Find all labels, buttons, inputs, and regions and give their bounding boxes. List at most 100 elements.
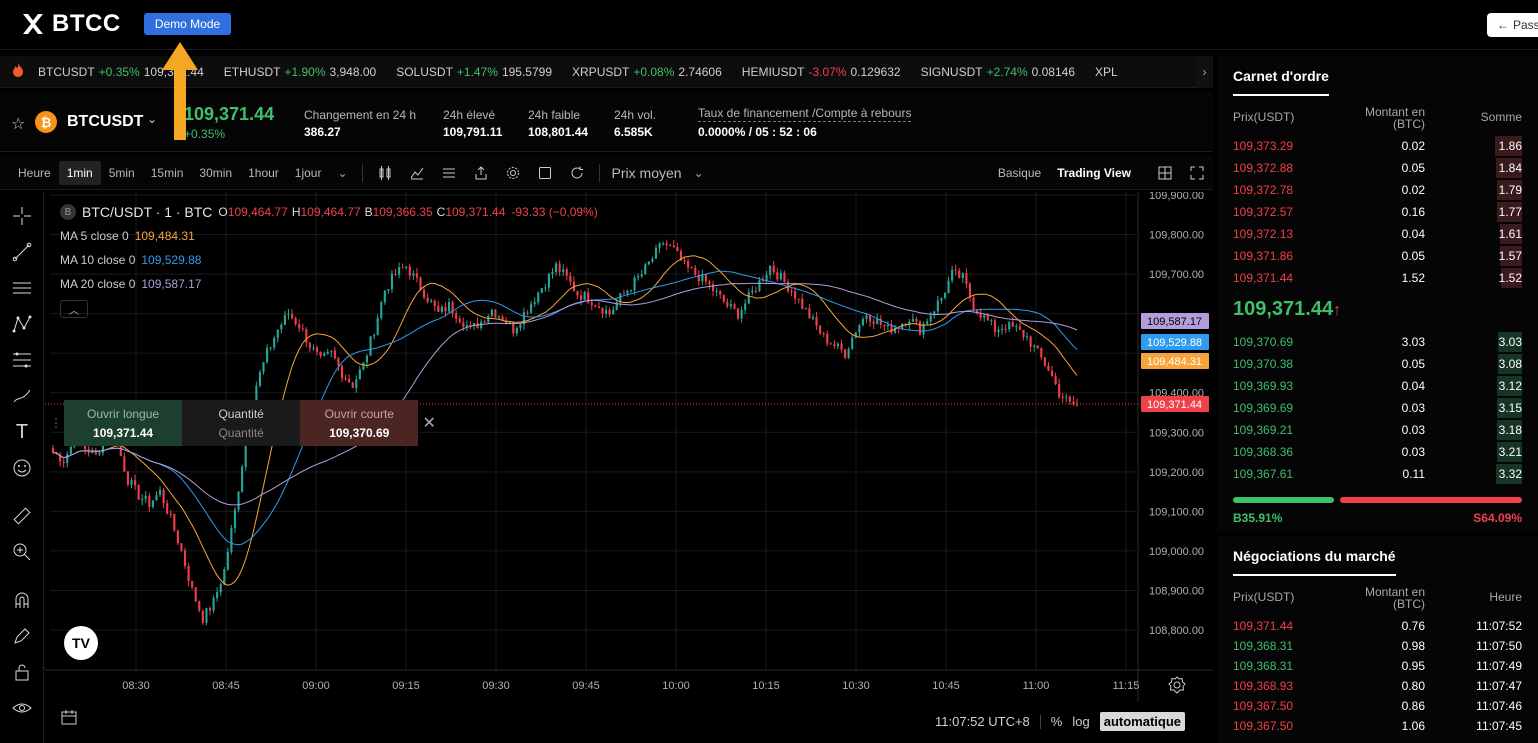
- fib-icon[interactable]: [10, 348, 34, 372]
- ruler-icon[interactable]: [10, 504, 34, 528]
- open-long-button[interactable]: Ouvrir longue 109,371.44: [64, 400, 183, 446]
- share-icon[interactable]: [465, 165, 497, 180]
- pencil-lock-icon[interactable]: [10, 624, 34, 648]
- market-trades-title[interactable]: Négociations du marché: [1233, 548, 1396, 576]
- pattern-icon[interactable]: [10, 312, 34, 336]
- order-book-row[interactable]: 109,372.13 0.04 1.61: [1217, 223, 1538, 245]
- pair-symbol[interactable]: BTCUSDT: [67, 113, 144, 130]
- candle: [943, 292, 947, 298]
- price-chart[interactable]: 109,900.00 109,800.00 109,700.00 109,400.00…: [45, 190, 1213, 743]
- refresh-icon[interactable]: [561, 166, 593, 180]
- order-book-row[interactable]: 109,368.36 0.03 3.21: [1217, 441, 1538, 463]
- trade-row[interactable]: 109,367.50 1.06 11:07:45: [1217, 715, 1538, 737]
- order-book-row[interactable]: 109,371.86 0.05 1.57: [1217, 245, 1538, 267]
- collapse-legend-button[interactable]: ︿: [60, 300, 88, 318]
- ticker-item[interactable]: XPL: [1095, 65, 1146, 79]
- order-book-row[interactable]: 109,367.61 0.11 3.32: [1217, 463, 1538, 485]
- view-basic-tab[interactable]: Basique: [997, 165, 1042, 180]
- crosshair-icon[interactable]: [10, 204, 34, 228]
- ticker-change: +0.35%: [98, 64, 140, 79]
- order-book-row[interactable]: 109,372.78 0.02 1.79: [1217, 179, 1538, 201]
- chevron-down-icon[interactable]: ⌄: [693, 165, 704, 180]
- ticker-item[interactable]: HEMIUSDT -3.07% 0.129632: [742, 65, 921, 79]
- timeframe-1jour[interactable]: 1jour: [294, 165, 322, 180]
- ohlc-key: B: [364, 205, 373, 219]
- order-book-row[interactable]: 109,369.69 0.03 3.15: [1217, 397, 1538, 419]
- tradingview-logo[interactable]: TV: [64, 626, 98, 660]
- pass-button[interactable]: ← Pass: [1487, 13, 1538, 37]
- chart-settings-icon[interactable]: [1168, 676, 1186, 697]
- candle: [587, 292, 590, 303]
- order-book-row[interactable]: 109,372.57 0.16 1.77: [1217, 201, 1538, 223]
- trade-row[interactable]: 109,368.31 0.95 11:07:49: [1217, 655, 1538, 677]
- chevron-down-icon[interactable]: ⌄: [147, 112, 158, 126]
- order-book-title[interactable]: Carnet d'ordre: [1233, 68, 1329, 96]
- trade-row[interactable]: 109,367.50 0.86 11:07:46: [1217, 695, 1538, 717]
- order-book-row[interactable]: 109,369.93 0.04 3.12: [1217, 375, 1538, 397]
- timeframe-1hour[interactable]: 1hour: [248, 165, 279, 180]
- timeframe-1min[interactable]: 1min: [58, 160, 101, 185]
- auto-scale-toggle[interactable]: automatique: [1099, 712, 1186, 731]
- horizontal-lines-icon[interactable]: [10, 276, 34, 300]
- ticker-item[interactable]: SIGNUSDT +2.74% 0.08146: [921, 65, 1095, 79]
- list-settings-icon[interactable]: [433, 166, 465, 180]
- quantity-input[interactable]: Quantité: [218, 425, 264, 440]
- trade-row[interactable]: 109,368.31 0.98 11:07:50: [1217, 635, 1538, 657]
- gear-icon[interactable]: [497, 166, 529, 180]
- indicators-icon[interactable]: [401, 166, 433, 180]
- ma-legend-row[interactable]: MA 10 close 0 109,529.88: [60, 248, 598, 272]
- candle: [212, 598, 215, 611]
- layout-grid-icon[interactable]: [1149, 166, 1181, 180]
- candle: [119, 443, 122, 457]
- trade-row[interactable]: 109,368.93 0.80 11:07:47: [1217, 675, 1538, 697]
- brand-logo[interactable]: BTCC: [20, 10, 121, 38]
- view-tradingview-tab[interactable]: Trading View: [1057, 165, 1131, 180]
- order-book-row[interactable]: 109,370.38 0.05 3.08: [1217, 353, 1538, 375]
- trend-line-icon[interactable]: [10, 240, 34, 264]
- candlestick-chart[interactable]: 109,900.00109,800.00109,700.00109,400.00…: [45, 190, 1213, 743]
- screenshot-icon[interactable]: [529, 166, 561, 180]
- candle: [301, 328, 304, 330]
- ticker-item[interactable]: ETHUSDT +1.90% 3,948.00: [224, 65, 396, 79]
- stat-funding-rate[interactable]: Taux de financement /Compte à rebours 0.…: [698, 106, 912, 139]
- ticker-item[interactable]: SOLUSDT +1.47% 195.5799: [396, 65, 572, 79]
- demo-mode-badge[interactable]: Demo Mode: [144, 13, 231, 35]
- fullscreen-icon[interactable]: [1181, 166, 1213, 180]
- order-book-row[interactable]: 109,370.69 3.03 3.03: [1217, 331, 1538, 353]
- ticker-item[interactable]: XRPUSDT +0.08% 2.74606: [572, 65, 742, 79]
- brush-icon[interactable]: [10, 384, 34, 408]
- drag-handle-icon[interactable]: ⋮⋮: [50, 416, 74, 430]
- timeframe-30min[interactable]: 30min: [199, 165, 233, 180]
- candle-type-icon[interactable]: [369, 165, 401, 180]
- timeframe-heure[interactable]: Heure: [18, 165, 51, 180]
- ma-legend-row[interactable]: MA 20 close 0 109,587.17: [60, 272, 598, 296]
- close-icon[interactable]: ✕: [422, 415, 436, 432]
- chevron-down-icon[interactable]: ⌄: [337, 165, 348, 180]
- order-book-row[interactable]: 109,373.29 0.02 1.86: [1217, 135, 1538, 157]
- order-book-row[interactable]: 109,372.88 0.05 1.84: [1217, 157, 1538, 179]
- order-book-row[interactable]: 109,371.44 1.52 1.52: [1217, 267, 1538, 289]
- log-scale-toggle[interactable]: log: [1072, 714, 1090, 729]
- calendar-range-icon[interactable]: [60, 708, 78, 729]
- lock-icon[interactable]: [10, 660, 34, 684]
- percent-scale-toggle[interactable]: %: [1050, 714, 1063, 729]
- ticker-next-button[interactable]: ›: [1196, 56, 1213, 88]
- zoom-in-icon[interactable]: [10, 540, 34, 564]
- star-icon[interactable]: ☆: [11, 116, 26, 133]
- candle: [340, 365, 344, 379]
- eye-icon[interactable]: [10, 696, 34, 720]
- text-tool-icon[interactable]: T: [15, 420, 29, 443]
- quantity-field[interactable]: Quantité Quantité: [182, 400, 301, 446]
- magnet-icon[interactable]: [10, 588, 34, 612]
- ohlc-value: 109,366.35: [372, 205, 433, 219]
- order-book-row[interactable]: 109,369.21 0.03 3.18: [1217, 419, 1538, 441]
- ma-legend-row[interactable]: MA 5 close 0 109,484.31: [60, 224, 598, 248]
- trade-row[interactable]: 109,371.44 0.76 11:07:52: [1217, 615, 1538, 637]
- ticker-symbol: XRPUSDT: [572, 64, 630, 79]
- ticker-change: -3.07%: [808, 64, 847, 79]
- price-mode-select[interactable]: Prix moyen: [611, 164, 682, 181]
- emoji-icon[interactable]: [10, 456, 34, 480]
- timeframe-5min[interactable]: 5min: [108, 165, 135, 180]
- open-short-button[interactable]: Ouvrir courte 109,370.69: [300, 400, 419, 446]
- timeframe-15min[interactable]: 15min: [150, 165, 184, 180]
